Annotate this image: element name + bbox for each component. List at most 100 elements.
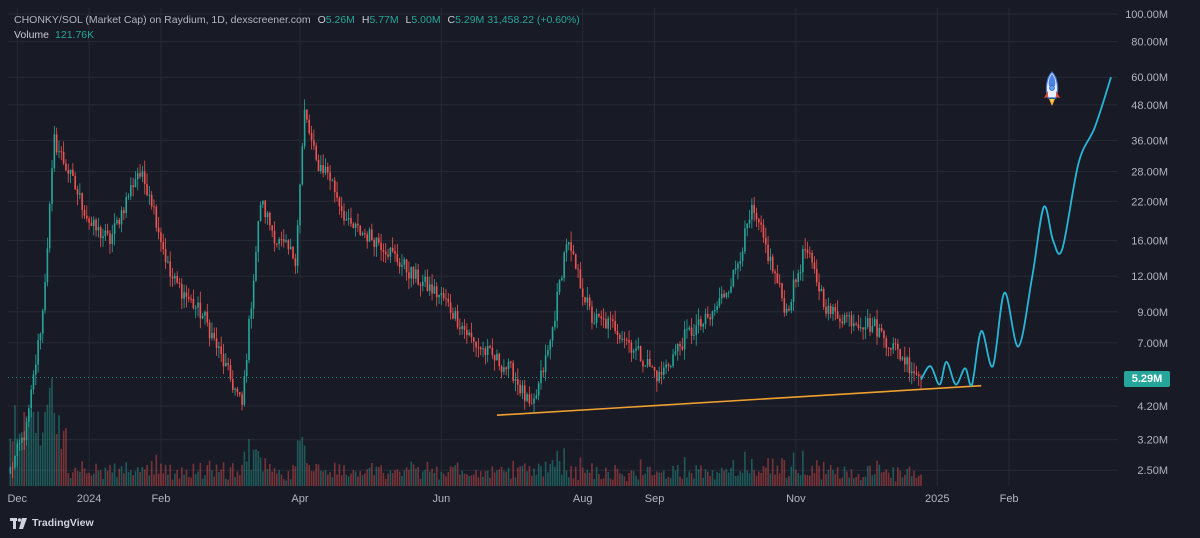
volume-bar	[164, 464, 167, 486]
close-value: 5.29M	[455, 14, 485, 26]
time-tick-label: 2024	[77, 493, 101, 505]
candle-body	[514, 379, 517, 381]
volume-bar	[632, 471, 635, 486]
volume-bar	[908, 466, 911, 486]
candle-body	[843, 315, 846, 324]
candle-body	[811, 252, 813, 263]
candle-body	[920, 376, 922, 378]
volume-bar	[338, 464, 341, 486]
volume-bar	[452, 467, 454, 486]
candle-body	[359, 225, 362, 235]
candle-body	[517, 379, 519, 385]
candle-body	[739, 261, 742, 264]
candle-body	[695, 325, 698, 335]
volume-bar	[417, 467, 419, 486]
candle-body	[901, 357, 904, 360]
candle-body	[725, 293, 728, 297]
volume-bar	[454, 465, 457, 486]
volume-bar	[869, 465, 871, 486]
candle-body	[120, 210, 123, 225]
volume-bar	[384, 479, 387, 486]
volume-bar	[44, 411, 46, 486]
volume-bar	[866, 465, 869, 486]
volume-bar	[294, 466, 297, 486]
candle-body	[449, 302, 452, 313]
candle-body	[542, 370, 545, 373]
volume-bar	[660, 472, 663, 486]
candle-body	[778, 283, 781, 285]
last-price-tag: 5.29M	[1124, 371, 1170, 387]
candle-body	[310, 133, 313, 141]
candle-body	[116, 219, 118, 224]
volume-bar	[421, 471, 424, 486]
candle-body	[751, 204, 753, 220]
candle-body	[199, 302, 202, 319]
high-value: 5.77M	[369, 14, 399, 26]
volume-bar	[558, 460, 561, 486]
volume-bar	[917, 475, 920, 486]
candle-body	[669, 366, 672, 368]
volume-bar	[366, 469, 368, 486]
volume-label[interactable]: Volume	[14, 29, 50, 41]
chart-legend: CHONKY/SOL (Market Cap) on Raydium, 1D, …	[14, 13, 580, 42]
volume-bar	[783, 460, 786, 486]
price-axis[interactable]: 100.00M 80.00M 60.00M 48.00M 36.00M 28.00M 22.…	[1125, 9, 1168, 477]
volume-bar	[591, 463, 593, 486]
volume-bar	[841, 477, 844, 486]
volume-bar	[857, 473, 860, 486]
volume-bar	[725, 468, 728, 486]
candle-body	[111, 234, 114, 244]
time-axis[interactable]: Dec 2024 Feb Apr Jun Aug Sep Nov 2025 Feb	[7, 493, 1018, 505]
volume-bar	[489, 477, 491, 486]
volume-bar	[123, 473, 125, 486]
candle-body	[366, 234, 368, 242]
candle-body	[454, 311, 457, 319]
candle-body	[727, 292, 730, 294]
candle-body	[577, 268, 579, 270]
volume-bar	[359, 471, 362, 486]
candle-body	[507, 361, 510, 370]
volume-bar	[563, 448, 565, 486]
candle-body	[876, 319, 878, 337]
candle-body	[846, 315, 848, 317]
candle-body	[225, 363, 227, 367]
symbol-title[interactable]: CHONKY/SOL (Market Cap) on Raydium, 1D, …	[14, 14, 311, 26]
candle-body	[150, 194, 153, 207]
candle-body	[176, 275, 178, 283]
volume-bar	[910, 476, 913, 486]
candle-body	[605, 319, 607, 329]
volume-bar	[744, 451, 746, 486]
candle-body	[243, 376, 246, 405]
candle-body	[672, 354, 674, 367]
candle-body	[345, 219, 348, 221]
volume-bar	[718, 473, 721, 486]
volume-bar	[41, 432, 44, 486]
candle-body	[533, 398, 535, 404]
chart-grid	[8, 8, 1118, 486]
volume-bar	[333, 462, 336, 486]
candle-body	[438, 294, 440, 298]
volume-bar	[880, 472, 883, 486]
candle-body	[649, 359, 651, 367]
candle-body	[903, 357, 906, 365]
volume-bar	[180, 467, 183, 486]
candle-body	[92, 219, 95, 227]
candle-body	[797, 273, 800, 282]
candle-body	[338, 197, 341, 207]
candle-body	[95, 219, 97, 231]
candle-body	[503, 367, 505, 372]
volume-bar	[667, 476, 670, 486]
volume-bar	[377, 467, 380, 486]
candle-body	[667, 364, 670, 367]
tradingview-logo[interactable]: TradingView	[10, 517, 94, 529]
volume-bar	[83, 468, 86, 486]
candle-body	[753, 204, 755, 214]
candle-body	[864, 327, 867, 330]
candle-body	[883, 330, 885, 339]
volume-bar	[500, 466, 503, 486]
volume-bar	[621, 474, 623, 486]
candle-body	[869, 318, 871, 332]
candle-body	[32, 374, 35, 390]
candle-body	[899, 349, 901, 360]
